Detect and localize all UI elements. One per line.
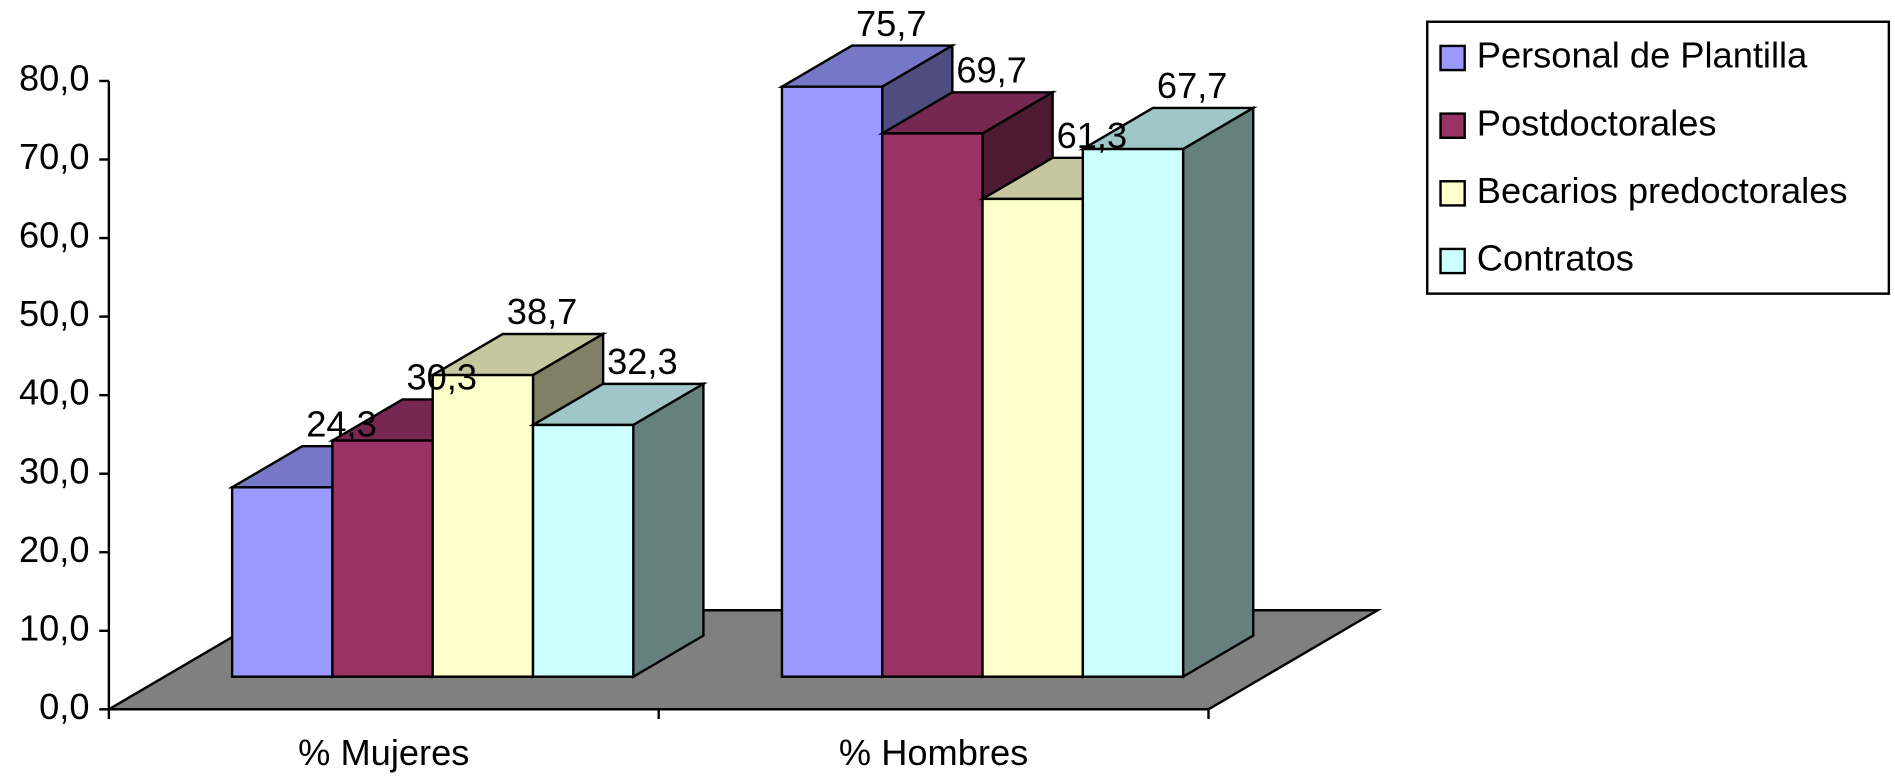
legend-label: Personal de Plantilla <box>1477 35 1808 76</box>
legend-swatch <box>1439 112 1466 139</box>
bar <box>331 439 434 678</box>
legend-label: Becarios predoctorales <box>1477 170 1848 211</box>
value-label: 32,3 <box>607 341 678 382</box>
value-label: 75,7 <box>856 3 927 44</box>
y-tick-label: 40,0 <box>19 372 90 413</box>
y-tick-label: 0,0 <box>39 686 89 727</box>
bar-side <box>1181 105 1255 679</box>
bar <box>881 132 984 678</box>
legend-swatch <box>1439 180 1466 207</box>
y-tick-label: 80,0 <box>19 58 90 99</box>
y-tick-label: 30,0 <box>19 450 90 491</box>
y-tick-label: 60,0 <box>19 215 90 256</box>
legend-swatch <box>1439 247 1466 275</box>
value-label: 67,7 <box>1157 65 1228 106</box>
value-label: 69,7 <box>956 50 1027 91</box>
x-tick-label: % Hombres <box>839 732 1028 773</box>
bar <box>230 486 334 678</box>
legend-box <box>1426 20 1891 295</box>
bar <box>431 373 535 678</box>
bar <box>780 85 884 678</box>
legend-label: Contratos <box>1477 238 1634 279</box>
value-label: 24,3 <box>306 403 377 444</box>
legend-swatch <box>1439 44 1466 72</box>
y-tick-label: 10,0 <box>19 607 90 648</box>
bar <box>531 423 635 678</box>
bar-side <box>632 381 705 679</box>
value-label: 38,7 <box>507 291 578 332</box>
y-tick-label: 50,0 <box>19 293 90 334</box>
value-label: 30,3 <box>407 357 478 398</box>
x-tick-label: % Mujeres <box>298 732 469 773</box>
legend-label: Postdoctorales <box>1477 102 1717 143</box>
bar <box>1081 147 1185 678</box>
y-tick-label: 70,0 <box>19 136 90 177</box>
value-label: 61,3 <box>1057 115 1128 156</box>
bar <box>981 197 1085 678</box>
y-tick-label: 20,0 <box>19 529 90 570</box>
